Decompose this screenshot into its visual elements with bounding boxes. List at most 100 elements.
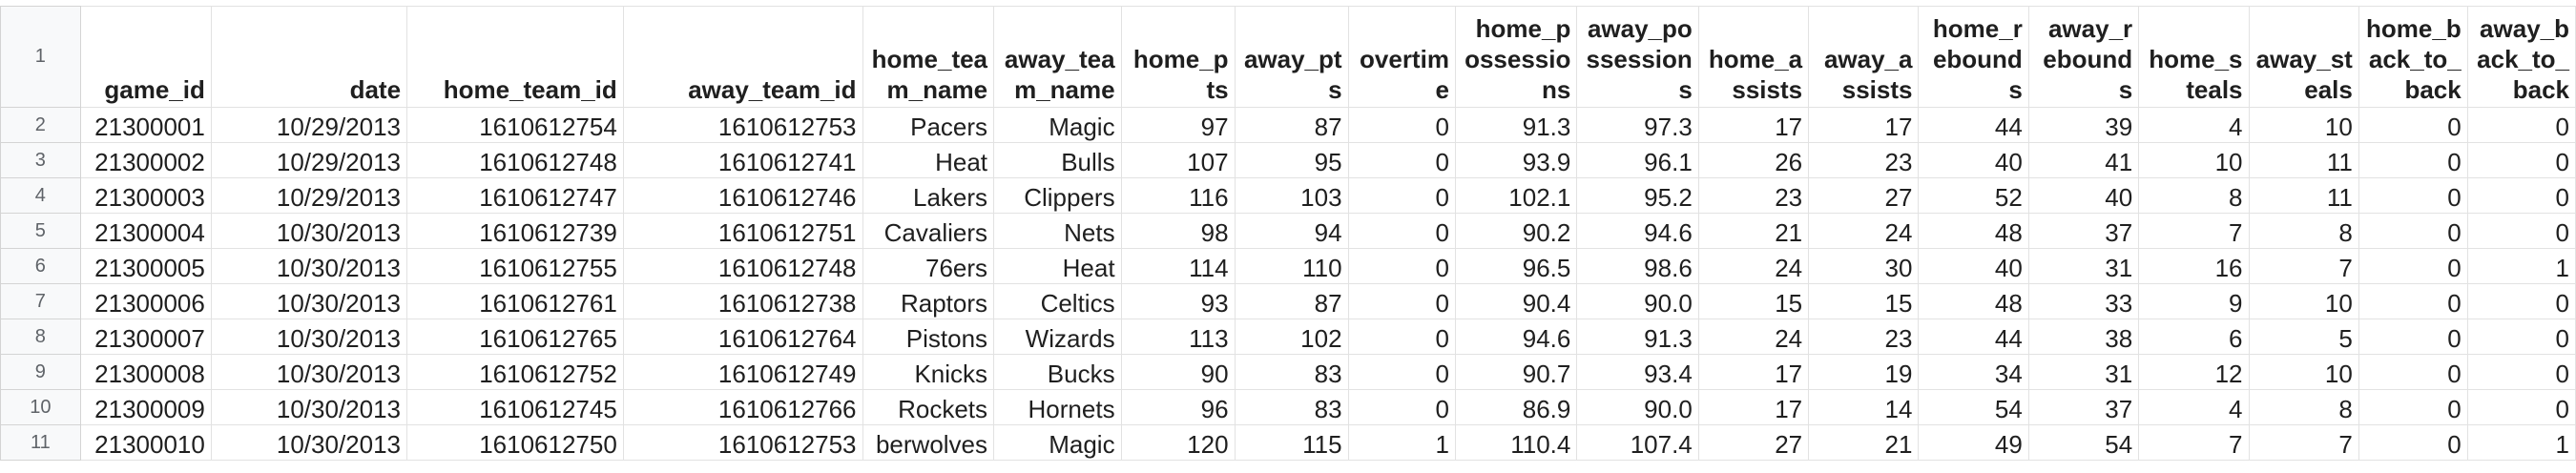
cell-home-possessions[interactable]: 93.9 (1454, 142, 1578, 178)
cell-away-pts[interactable]: 87 (1234, 107, 1349, 143)
cell-away-steals[interactable]: 10 (2248, 107, 2359, 143)
cell-home-pts[interactable]: 120 (1120, 424, 1236, 461)
cell-home-steals[interactable]: 7 (2138, 213, 2250, 249)
cell-game-id[interactable]: 21300003 (79, 177, 212, 214)
row-number[interactable]: 2 (0, 107, 81, 143)
cell-away-possessions[interactable]: 91.3 (1576, 319, 1699, 355)
row-number[interactable]: 4 (0, 177, 81, 214)
cell-date[interactable]: 10/30/2013 (210, 354, 408, 390)
cell-away-rebounds[interactable]: 37 (2027, 389, 2140, 425)
cell-overtime[interactable]: 0 (1347, 213, 1456, 249)
cell-home-pts[interactable]: 90 (1120, 354, 1236, 390)
cell-home-team-id[interactable]: 1610612752 (406, 354, 624, 390)
header-cell-away-steals[interactable]: away_steals (2248, 6, 2359, 108)
cell-home-possessions[interactable]: 91.3 (1454, 107, 1578, 143)
cell-home-back-to-back[interactable]: 0 (2358, 142, 2468, 178)
cell-home-team-id[interactable]: 1610612745 (406, 389, 624, 425)
cell-away-rebounds[interactable]: 37 (2027, 213, 2140, 249)
cell-away-team-id[interactable]: 1610612753 (622, 107, 863, 143)
cell-home-possessions[interactable]: 90.4 (1454, 283, 1578, 319)
cell-overtime[interactable]: 0 (1347, 177, 1456, 214)
row-number[interactable]: 5 (0, 213, 81, 249)
cell-home-team-name[interactable]: Lakers (862, 177, 995, 214)
cell-home-pts[interactable]: 113 (1120, 319, 1236, 355)
cell-home-pts[interactable]: 114 (1120, 248, 1236, 284)
cell-away-team-id[interactable]: 1610612751 (622, 213, 863, 249)
cell-away-steals[interactable]: 8 (2248, 389, 2359, 425)
cell-away-possessions[interactable]: 96.1 (1576, 142, 1699, 178)
cell-date[interactable]: 10/30/2013 (210, 424, 408, 461)
row-number[interactable]: 6 (0, 248, 81, 284)
header-cell-game-id[interactable]: game_id (79, 6, 212, 108)
cell-home-rebounds[interactable]: 40 (1918, 248, 2029, 284)
cell-home-steals[interactable]: 4 (2138, 107, 2250, 143)
header-cell-home-possessions[interactable]: home_possessions (1454, 6, 1578, 108)
cell-away-team-name[interactable]: Magic (993, 107, 1122, 143)
cell-game-id[interactable]: 21300007 (79, 319, 212, 355)
cell-home-team-name[interactable]: Cavaliers (862, 213, 995, 249)
cell-away-assists[interactable]: 23 (1808, 142, 1920, 178)
cell-away-assists[interactable]: 24 (1808, 213, 1920, 249)
cell-away-steals[interactable]: 11 (2248, 177, 2359, 214)
cell-date[interactable]: 10/29/2013 (210, 177, 408, 214)
header-cell-away-rebounds[interactable]: away_rebounds (2027, 6, 2140, 108)
cell-home-pts[interactable]: 107 (1120, 142, 1236, 178)
cell-home-team-name[interactable]: Rockets (862, 389, 995, 425)
header-cell-date[interactable]: date (210, 6, 408, 108)
cell-away-back-to-back[interactable]: 0 (2466, 142, 2576, 178)
cell-home-pts[interactable]: 116 (1120, 177, 1236, 214)
cell-home-team-name[interactable]: Pistons (862, 319, 995, 355)
cell-home-pts[interactable]: 96 (1120, 389, 1236, 425)
header-cell-home-rebounds[interactable]: home_rebounds (1918, 6, 2029, 108)
cell-away-back-to-back[interactable]: 0 (2466, 354, 2576, 390)
cell-home-rebounds[interactable]: 34 (1918, 354, 2029, 390)
cell-away-possessions[interactable]: 90.0 (1576, 283, 1699, 319)
cell-overtime[interactable]: 0 (1347, 142, 1456, 178)
cell-away-assists[interactable]: 14 (1808, 389, 1920, 425)
cell-home-assists[interactable]: 24 (1697, 319, 1810, 355)
cell-away-possessions[interactable]: 97.3 (1576, 107, 1699, 143)
cell-home-assists[interactable]: 24 (1697, 248, 1810, 284)
cell-home-assists[interactable]: 27 (1697, 424, 1810, 461)
cell-away-team-name[interactable]: Bucks (993, 354, 1122, 390)
cell-overtime[interactable]: 0 (1347, 354, 1456, 390)
cell-away-steals[interactable]: 11 (2248, 142, 2359, 178)
cell-away-team-id[interactable]: 1610612738 (622, 283, 863, 319)
cell-away-team-id[interactable]: 1610612741 (622, 142, 863, 178)
cell-home-assists[interactable]: 26 (1697, 142, 1810, 178)
cell-away-rebounds[interactable]: 40 (2027, 177, 2140, 214)
row-number[interactable]: 11 (0, 424, 81, 461)
cell-home-possessions[interactable]: 94.6 (1454, 319, 1578, 355)
cell-away-assists[interactable]: 30 (1808, 248, 1920, 284)
cell-game-id[interactable]: 21300006 (79, 283, 212, 319)
cell-away-possessions[interactable]: 94.6 (1576, 213, 1699, 249)
cell-away-team-name[interactable]: Clippers (993, 177, 1122, 214)
header-cell-home-team-name[interactable]: home_team_name (862, 6, 995, 108)
header-cell-home-pts[interactable]: home_pts (1120, 6, 1236, 108)
cell-home-back-to-back[interactable]: 0 (2358, 107, 2468, 143)
cell-away-back-to-back[interactable]: 0 (2466, 283, 2576, 319)
cell-game-id[interactable]: 21300010 (79, 424, 212, 461)
cell-away-back-to-back[interactable]: 0 (2466, 389, 2576, 425)
cell-away-rebounds[interactable]: 38 (2027, 319, 2140, 355)
cell-home-assists[interactable]: 17 (1697, 389, 1810, 425)
cell-home-pts[interactable]: 98 (1120, 213, 1236, 249)
cell-away-team-id[interactable]: 1610612749 (622, 354, 863, 390)
cell-home-back-to-back[interactable]: 0 (2358, 177, 2468, 214)
cell-home-assists[interactable]: 15 (1697, 283, 1810, 319)
cell-home-team-id[interactable]: 1610612750 (406, 424, 624, 461)
cell-home-team-name[interactable]: Raptors (862, 283, 995, 319)
cell-away-possessions[interactable]: 107.4 (1576, 424, 1699, 461)
cell-away-assists[interactable]: 21 (1808, 424, 1920, 461)
cell-home-possessions[interactable]: 96.5 (1454, 248, 1578, 284)
cell-away-steals[interactable]: 8 (2248, 213, 2359, 249)
row-number[interactable]: 9 (0, 354, 81, 390)
cell-home-rebounds[interactable]: 48 (1918, 283, 2029, 319)
header-cell-away-assists[interactable]: away_assists (1808, 6, 1920, 108)
row-number[interactable]: 1 (0, 6, 81, 108)
header-cell-away-team-id[interactable]: away_team_id (622, 6, 863, 108)
cell-home-rebounds[interactable]: 52 (1918, 177, 2029, 214)
cell-home-back-to-back[interactable]: 0 (2358, 213, 2468, 249)
cell-away-team-id[interactable]: 1610612764 (622, 319, 863, 355)
cell-away-possessions[interactable]: 95.2 (1576, 177, 1699, 214)
